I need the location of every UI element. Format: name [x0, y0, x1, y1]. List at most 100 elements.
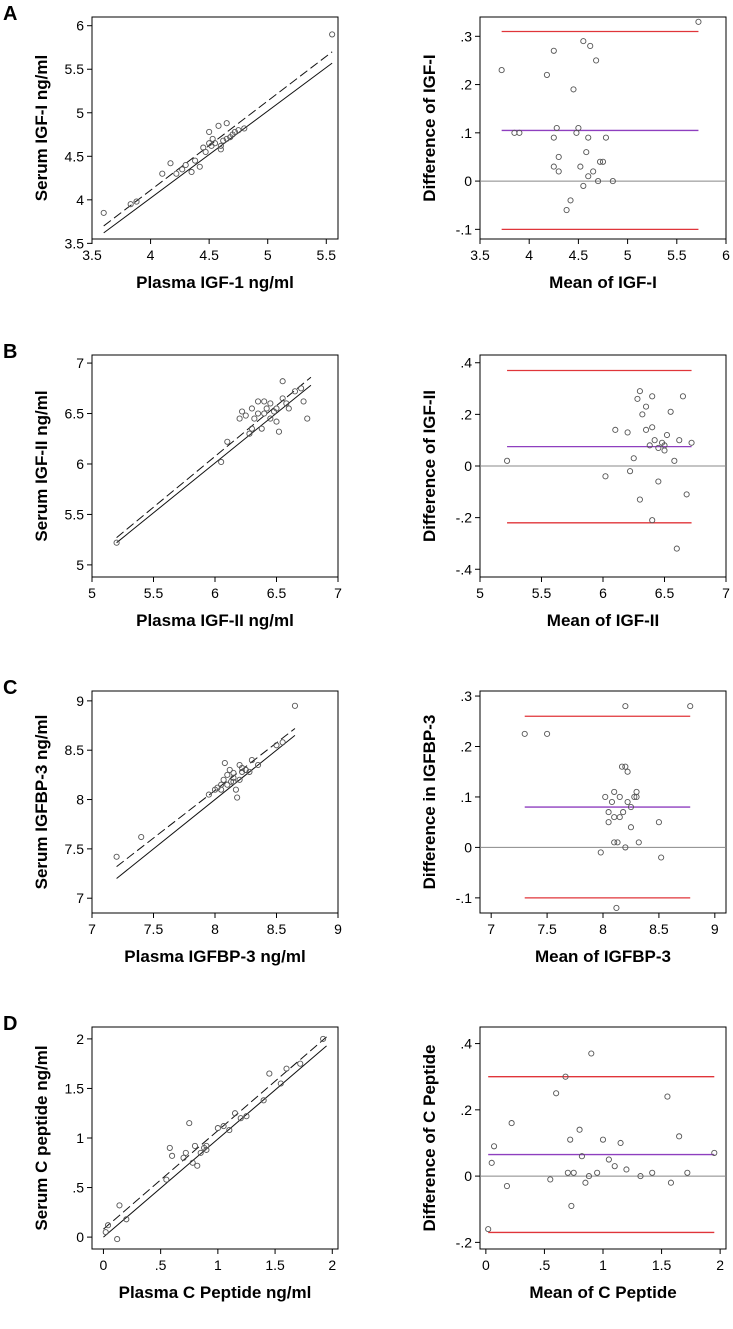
x-tick-label: 8.5 — [649, 921, 669, 937]
data-point — [570, 1169, 577, 1176]
data-point — [285, 405, 292, 412]
data-point — [543, 71, 550, 78]
data-point — [575, 124, 582, 132]
data-point — [273, 742, 280, 749]
data-point — [695, 18, 702, 25]
x-tick-label: 1.5 — [652, 1257, 672, 1273]
data-point — [611, 788, 618, 795]
data-point — [192, 157, 199, 164]
data-point — [550, 47, 557, 54]
data-point — [329, 31, 336, 38]
data-point — [636, 388, 643, 395]
data-point — [622, 763, 629, 770]
y-axis-label: Serum IGF-I ng/ml — [32, 55, 51, 201]
data-point — [138, 833, 145, 841]
y-tick-label: 7.5 — [65, 841, 85, 857]
data-point — [234, 794, 241, 801]
x-axis-label: Mean of IGF-I — [549, 273, 657, 292]
data-point — [223, 135, 230, 142]
data-point — [578, 1153, 585, 1160]
x-tick-label: 7.5 — [144, 921, 164, 937]
data-point — [113, 539, 120, 546]
data-point — [631, 793, 638, 801]
data-point — [205, 791, 212, 798]
data-point — [167, 160, 174, 167]
x-tick-label: 5.5 — [317, 247, 337, 263]
x-tick-label: 1.5 — [265, 1257, 285, 1273]
chart-a-bland-altman: 3.5 4 4.5 5 5.5 6 -.1 0 .1 .2 .3 Mean of IGF-I Diffe… — [420, 16, 730, 292]
data-point — [616, 793, 623, 801]
x-tick-label: 8.5 — [267, 921, 287, 937]
data-point — [266, 1070, 273, 1077]
chart-d-bland-altman: 0 .5 1 1.5 2 -.2 0 .2 .4 Mean of C Peptide Differe… — [420, 1026, 727, 1302]
y-tick-label: 2 — [76, 1031, 84, 1047]
data-point — [563, 206, 570, 214]
y-tick-label: -.1 — [456, 221, 473, 237]
data-point — [267, 400, 274, 407]
panel-letter-c: C — [3, 677, 17, 699]
panel-letter-a: A — [3, 3, 17, 25]
x-tick-label: 5 — [624, 247, 632, 263]
plot-frame — [91, 354, 339, 578]
x-tick-label: 7 — [722, 585, 730, 601]
data-point — [711, 1149, 718, 1156]
data-point — [624, 429, 631, 436]
regression-line — [116, 376, 312, 539]
data-point — [687, 703, 694, 710]
data-point — [275, 428, 283, 435]
data-point — [491, 1143, 498, 1150]
data-point — [630, 455, 637, 462]
plot-frame — [91, 690, 339, 914]
data-point — [649, 393, 656, 400]
data-point — [297, 1060, 304, 1067]
data-point — [611, 839, 618, 846]
data-point — [189, 1159, 196, 1166]
x-tick-label: 1 — [214, 1257, 222, 1273]
data-point — [320, 1035, 327, 1042]
data-point — [562, 1073, 569, 1080]
data-point — [555, 153, 562, 161]
plot-frame — [91, 16, 339, 240]
x-tick-label: 3.5 — [470, 247, 490, 263]
y-axis-label: Difference of C Peptide — [420, 1044, 439, 1231]
data-point — [104, 1222, 112, 1229]
y-tick-label: .4 — [460, 1036, 472, 1052]
data-point — [169, 1152, 176, 1159]
data-point — [214, 1125, 221, 1132]
panel-letter-b: B — [3, 341, 17, 363]
y-tick-label: 5.5 — [65, 506, 85, 522]
data-point — [279, 395, 286, 402]
data-point — [588, 1050, 595, 1057]
data-point — [304, 415, 311, 422]
data-point — [191, 1142, 199, 1149]
data-point — [277, 1080, 284, 1087]
data-point — [688, 439, 695, 446]
y-axis-label: Difference of IGF-II — [420, 390, 439, 542]
data-point — [605, 809, 612, 816]
x-tick-label: 4.5 — [569, 247, 589, 263]
data-point — [658, 854, 665, 861]
data-point — [614, 839, 621, 846]
data-point — [223, 120, 230, 127]
data-point — [553, 1090, 560, 1097]
x-tick-label: 0 — [482, 1257, 490, 1273]
y-tick-label: .2 — [460, 406, 472, 422]
data-point — [123, 1216, 130, 1223]
data-point — [639, 411, 646, 418]
y-tick-label: -.4 — [456, 561, 473, 577]
regression-line — [103, 1036, 327, 1230]
data-point — [221, 759, 228, 767]
x-tick-label: 0 — [100, 1257, 108, 1273]
y-tick-label: 7 — [76, 890, 84, 906]
y-tick-label: 1.5 — [65, 1080, 85, 1096]
x-axis-label: Plasma IGF-1 ng/ml — [136, 273, 294, 292]
x-tick-label: 7 — [487, 921, 495, 937]
x-tick-label: 7 — [88, 921, 96, 937]
data-point — [596, 158, 604, 165]
data-point — [267, 415, 274, 422]
data-point — [633, 793, 640, 801]
data-point — [273, 405, 280, 412]
data-point — [263, 405, 270, 412]
y-tick-label: 0 — [464, 458, 472, 474]
data-point — [679, 393, 687, 400]
